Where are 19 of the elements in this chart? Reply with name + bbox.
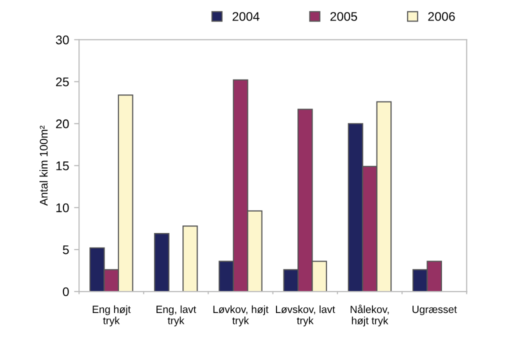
x-tick-label: Eng, lavt tryk	[156, 305, 196, 326]
y-tick-label: 25	[56, 77, 69, 86]
bar	[154, 233, 170, 292]
x-tick-label: Nålekov, højt tryk	[350, 304, 389, 326]
y-tick-label: 30	[56, 35, 69, 44]
legend-label: 2004	[232, 12, 260, 21]
bar	[182, 225, 198, 292]
legend-label: 2006	[428, 12, 455, 21]
y-tick-label: 0	[62, 287, 69, 296]
x-tick-label: Eng højt tryk	[92, 305, 131, 326]
y-tick-label: 10	[56, 203, 69, 212]
x-tick-label: Løvkov, højt tryk	[213, 305, 268, 326]
y-tick-label: 5	[62, 245, 69, 254]
x-tick-label: Ugræsset	[412, 306, 457, 316]
y-tick-label: 20	[56, 119, 69, 128]
y-axis-title: Antal kim 100m²	[40, 126, 48, 206]
x-tick-label: Løvskov, lavt tryk	[276, 305, 336, 326]
legend-label: 2005	[330, 12, 358, 21]
y-tick-label: 15	[56, 162, 69, 170]
